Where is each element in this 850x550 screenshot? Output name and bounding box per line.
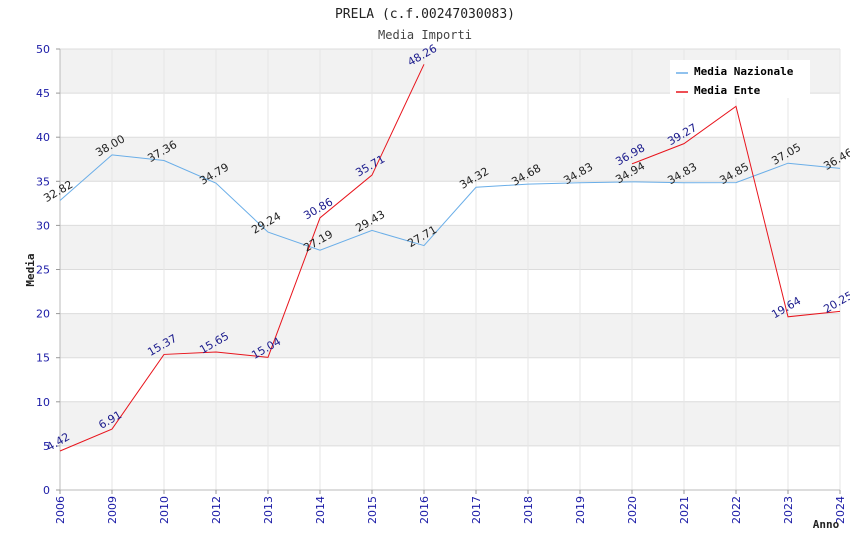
y-tick-label: 15 <box>36 352 50 365</box>
legend-label-media-ente: Media Ente <box>694 84 761 97</box>
x-tick-label: 2015 <box>366 496 379 524</box>
x-tick-label: 2009 <box>106 496 119 524</box>
y-axis-label: Media <box>24 253 37 286</box>
x-tick-label: 2014 <box>314 496 327 524</box>
x-tick-label: 2016 <box>418 496 431 524</box>
plot-band <box>60 225 840 270</box>
x-axis-label: Anno <box>813 518 840 531</box>
x-tick-label: 2013 <box>262 496 275 524</box>
y-tick-label: 30 <box>36 219 50 232</box>
x-tick-label: 2023 <box>782 496 795 524</box>
x-tick-label: 2019 <box>574 496 587 524</box>
chart-subtitle: Media Importi <box>378 28 472 42</box>
plot-band <box>60 137 840 182</box>
x-tick-label: 2017 <box>470 496 483 524</box>
x-axis-ticks: 2006 2009 2010 2012 2013 2014 2015 2016 2017 2018… <box>54 490 847 524</box>
plot-background-bands <box>60 49 840 446</box>
series-line-media-nazionale <box>59 154 841 251</box>
x-tick-label: 2018 <box>522 496 535 524</box>
x-tick-label: 2021 <box>678 496 691 524</box>
data-label-media-ente: 30.86 <box>301 195 335 222</box>
y-tick-label: 45 <box>36 87 50 100</box>
plot-band <box>60 313 840 358</box>
y-tick-label: 10 <box>36 396 50 409</box>
series-lines <box>59 64 841 452</box>
x-tick-label: 2020 <box>626 496 639 524</box>
x-tick-label: 2006 <box>54 496 67 524</box>
legend-box <box>670 60 810 98</box>
y-tick-label: 25 <box>36 264 50 277</box>
y-tick-label: 0 <box>43 484 50 497</box>
series-line-media-ente <box>631 105 841 318</box>
y-tick-label: 40 <box>36 131 50 144</box>
y-tick-label: 50 <box>36 43 50 56</box>
y-tick-label: 20 <box>36 308 50 321</box>
x-tick-label: 2010 <box>158 496 171 524</box>
series-line-media-ente <box>59 64 425 452</box>
legend-label-media-nazionale: Media Nazionale <box>694 65 794 78</box>
y-tick-label: 5 <box>43 440 50 453</box>
y-tick-label: 35 <box>36 175 50 188</box>
legend: Media Nazionale Media Ente <box>670 60 810 98</box>
x-tick-label: 2024 <box>834 496 847 524</box>
y-axis-ticks: 0 5 10 15 20 25 30 35 40 45 50 <box>36 43 60 497</box>
x-tick-label: 2012 <box>210 496 223 524</box>
plot-band <box>60 401 840 446</box>
chart-title: PRELA (c.f.00247030083) <box>335 7 515 22</box>
x-tick-label: 2022 <box>730 496 743 524</box>
